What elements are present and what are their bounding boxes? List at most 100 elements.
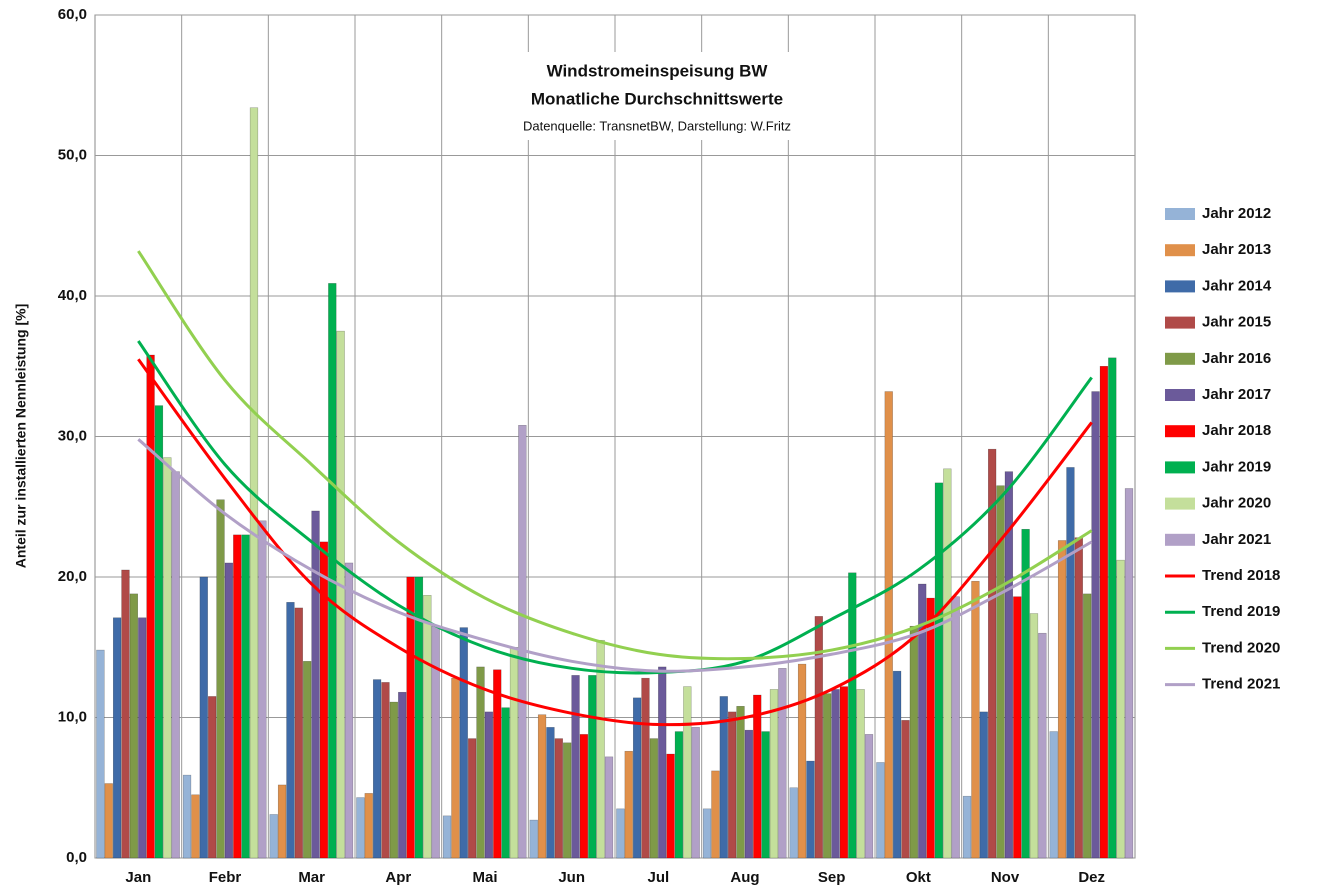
bar <box>518 425 527 859</box>
bar <box>563 742 572 859</box>
bar <box>806 760 815 859</box>
bar <box>744 729 754 859</box>
bar <box>753 694 762 859</box>
bar <box>208 696 217 859</box>
bar <box>1099 366 1109 859</box>
bar <box>258 520 267 859</box>
source-note: Datenquelle: TransnetBW, Darstellung: W.… <box>523 118 791 133</box>
x-tick-label: Jun <box>558 869 585 886</box>
x-tick-label: Aug <box>730 869 759 886</box>
bar <box>277 784 287 859</box>
y-tick-label: 60,0 <box>58 6 87 23</box>
bar <box>328 283 337 859</box>
bar <box>529 819 538 859</box>
bar <box>736 706 745 859</box>
legend-label: Trend 2020 <box>1202 639 1280 656</box>
legend-label: Jahr 2013 <box>1202 241 1271 258</box>
bar <box>1021 528 1030 859</box>
bar <box>951 596 960 859</box>
bar <box>344 562 354 859</box>
bar <box>451 677 460 859</box>
bar <box>604 756 614 859</box>
bar <box>988 448 997 859</box>
bar <box>918 583 927 859</box>
legend-label: Trend 2019 <box>1202 603 1280 620</box>
y-tick-label: 50,0 <box>58 146 87 163</box>
bar <box>1124 488 1134 859</box>
x-tick-label: Mai <box>472 869 497 886</box>
bar <box>797 663 807 859</box>
y-tick-label: 30,0 <box>58 427 87 444</box>
bar <box>778 668 787 859</box>
trend-line <box>137 250 1093 661</box>
bar <box>596 639 605 859</box>
bar <box>1108 357 1117 859</box>
bar <box>909 625 918 859</box>
bar <box>294 607 303 859</box>
bar <box>571 675 580 859</box>
bar <box>1004 471 1014 859</box>
bar <box>666 753 675 859</box>
bar <box>356 797 365 859</box>
bar <box>616 808 625 859</box>
bar <box>121 569 130 859</box>
legend-swatch <box>1165 425 1195 438</box>
bar <box>579 734 589 859</box>
bar <box>1116 559 1125 859</box>
legend-label: Jahr 2017 <box>1202 386 1271 403</box>
bar <box>719 696 728 859</box>
bar <box>971 580 980 859</box>
x-tick-label: Dez <box>1078 869 1105 886</box>
bar <box>493 669 502 859</box>
bar <box>191 794 200 859</box>
bar <box>864 734 874 859</box>
legend-swatch <box>1165 461 1195 474</box>
legend-swatch <box>1165 280 1195 293</box>
legend-swatch <box>1165 533 1195 546</box>
bar <box>856 689 865 859</box>
bar <box>509 647 519 859</box>
bar <box>892 670 902 859</box>
bar <box>303 661 312 859</box>
bar <box>728 711 737 859</box>
bar <box>501 707 510 859</box>
bar <box>241 534 250 859</box>
y-tick-label: 40,0 <box>58 287 87 304</box>
bar <box>319 541 329 859</box>
legend-label: Trend 2021 <box>1202 676 1280 693</box>
bar <box>286 602 295 859</box>
legend-swatch <box>1165 316 1195 329</box>
bar <box>901 720 910 859</box>
bar <box>182 774 192 859</box>
bar <box>1049 731 1058 859</box>
bar <box>476 666 485 859</box>
x-tick-label: Sep <box>818 869 846 886</box>
bar <box>789 787 798 859</box>
legend-label: Jahr 2019 <box>1202 458 1271 475</box>
bar <box>884 391 893 859</box>
bar <box>406 576 415 859</box>
bar <box>249 107 259 859</box>
bar <box>129 593 138 859</box>
bar <box>389 701 398 859</box>
legend-swatch <box>1165 208 1195 220</box>
bar <box>943 468 952 859</box>
bar <box>823 693 832 859</box>
bar <box>711 770 720 859</box>
x-tick-label: Okt <box>906 869 931 886</box>
bar <box>649 738 658 859</box>
bar <box>233 534 242 859</box>
bar <box>876 762 885 859</box>
bar <box>104 783 113 859</box>
bar <box>96 649 105 859</box>
bar <box>336 330 345 859</box>
bar <box>632 697 642 859</box>
legend-label: Jahr 2014 <box>1202 277 1272 294</box>
bar <box>1083 593 1092 859</box>
bar <box>381 682 390 859</box>
bar <box>962 795 972 859</box>
bar <box>641 677 650 859</box>
legend-label: Jahr 2012 <box>1202 205 1271 222</box>
bar <box>1066 467 1075 859</box>
